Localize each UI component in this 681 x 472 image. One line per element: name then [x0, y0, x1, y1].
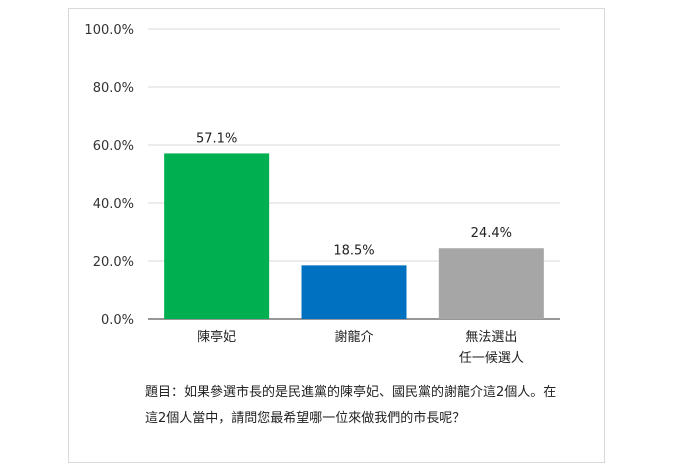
y-tick-label: 100.0% — [84, 23, 134, 38]
x-tick-label: 任一候選人 — [459, 351, 524, 366]
y-tick-label: 60.0% — [93, 139, 134, 154]
bar — [164, 153, 270, 319]
x-tick-label: 陳亭妃 — [197, 329, 236, 345]
y-tick-label: 0.0% — [101, 313, 134, 328]
x-tick-label: 無法選出 — [465, 330, 517, 345]
y-tick-label: 20.0% — [93, 255, 134, 270]
data-label: 24.4% — [471, 226, 512, 241]
data-label: 18.5% — [333, 243, 374, 258]
data-label: 57.1% — [196, 131, 237, 146]
survey-question: 題目：如果參選市長的是民進黨的陳亭妃、國民黨的謝龍介這2個人。在這2個人當中，請… — [145, 385, 557, 426]
bar — [301, 265, 407, 319]
chart-frame — [68, 8, 605, 463]
y-tick-label: 40.0% — [93, 197, 134, 212]
x-tick-label: 謝龍介 — [334, 329, 373, 345]
bar — [438, 248, 544, 319]
y-tick-label: 80.0% — [93, 81, 134, 96]
